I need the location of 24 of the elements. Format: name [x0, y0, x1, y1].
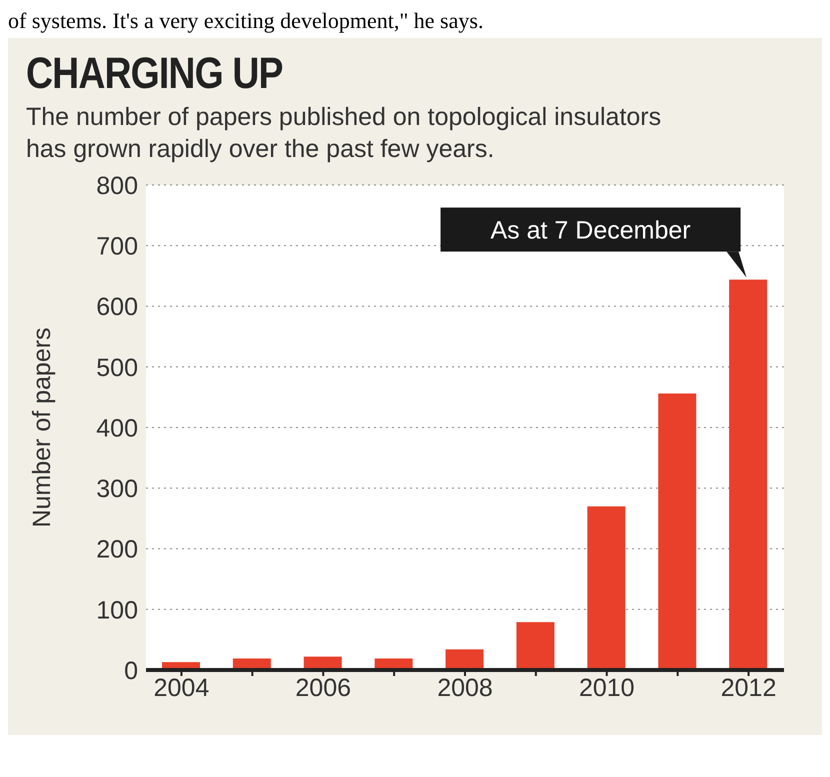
text: of systems. It's a very exciting development," he says. [8, 8, 484, 35]
y-tick-label: 600 [96, 293, 138, 322]
y-tick-label: 700 [96, 232, 138, 260]
x-tick-label: 2008 [437, 674, 493, 702]
bar [658, 393, 696, 670]
chart-subtitle: The number of papers published on topological insulators has grown rapidly over the past few years. [26, 102, 662, 165]
x-tick-label: 2010 [578, 674, 635, 702]
y-tick-label: 300 [96, 474, 138, 503]
y-tick-label: 800 [96, 172, 138, 200]
x-tick-label: 2012 [720, 674, 776, 702]
y-tick-label: 0 [124, 656, 138, 685]
x-tick-label: 2006 [295, 674, 352, 702]
bar [587, 506, 626, 670]
y-tick-label: 100 [96, 596, 138, 624]
bar [446, 649, 484, 670]
y-axis-title: Number of papers [28, 327, 56, 528]
y-tick-label: 200 [96, 536, 138, 564]
y-tick-label: 400 [96, 414, 138, 442]
x-tick-label: 2004 [154, 674, 210, 702]
bar [516, 622, 554, 670]
bar [729, 279, 768, 670]
y-tick-label: 500 [96, 354, 138, 382]
annotation: As at 7 December [490, 216, 691, 244]
chart-title: CHARGING UP [26, 49, 284, 98]
